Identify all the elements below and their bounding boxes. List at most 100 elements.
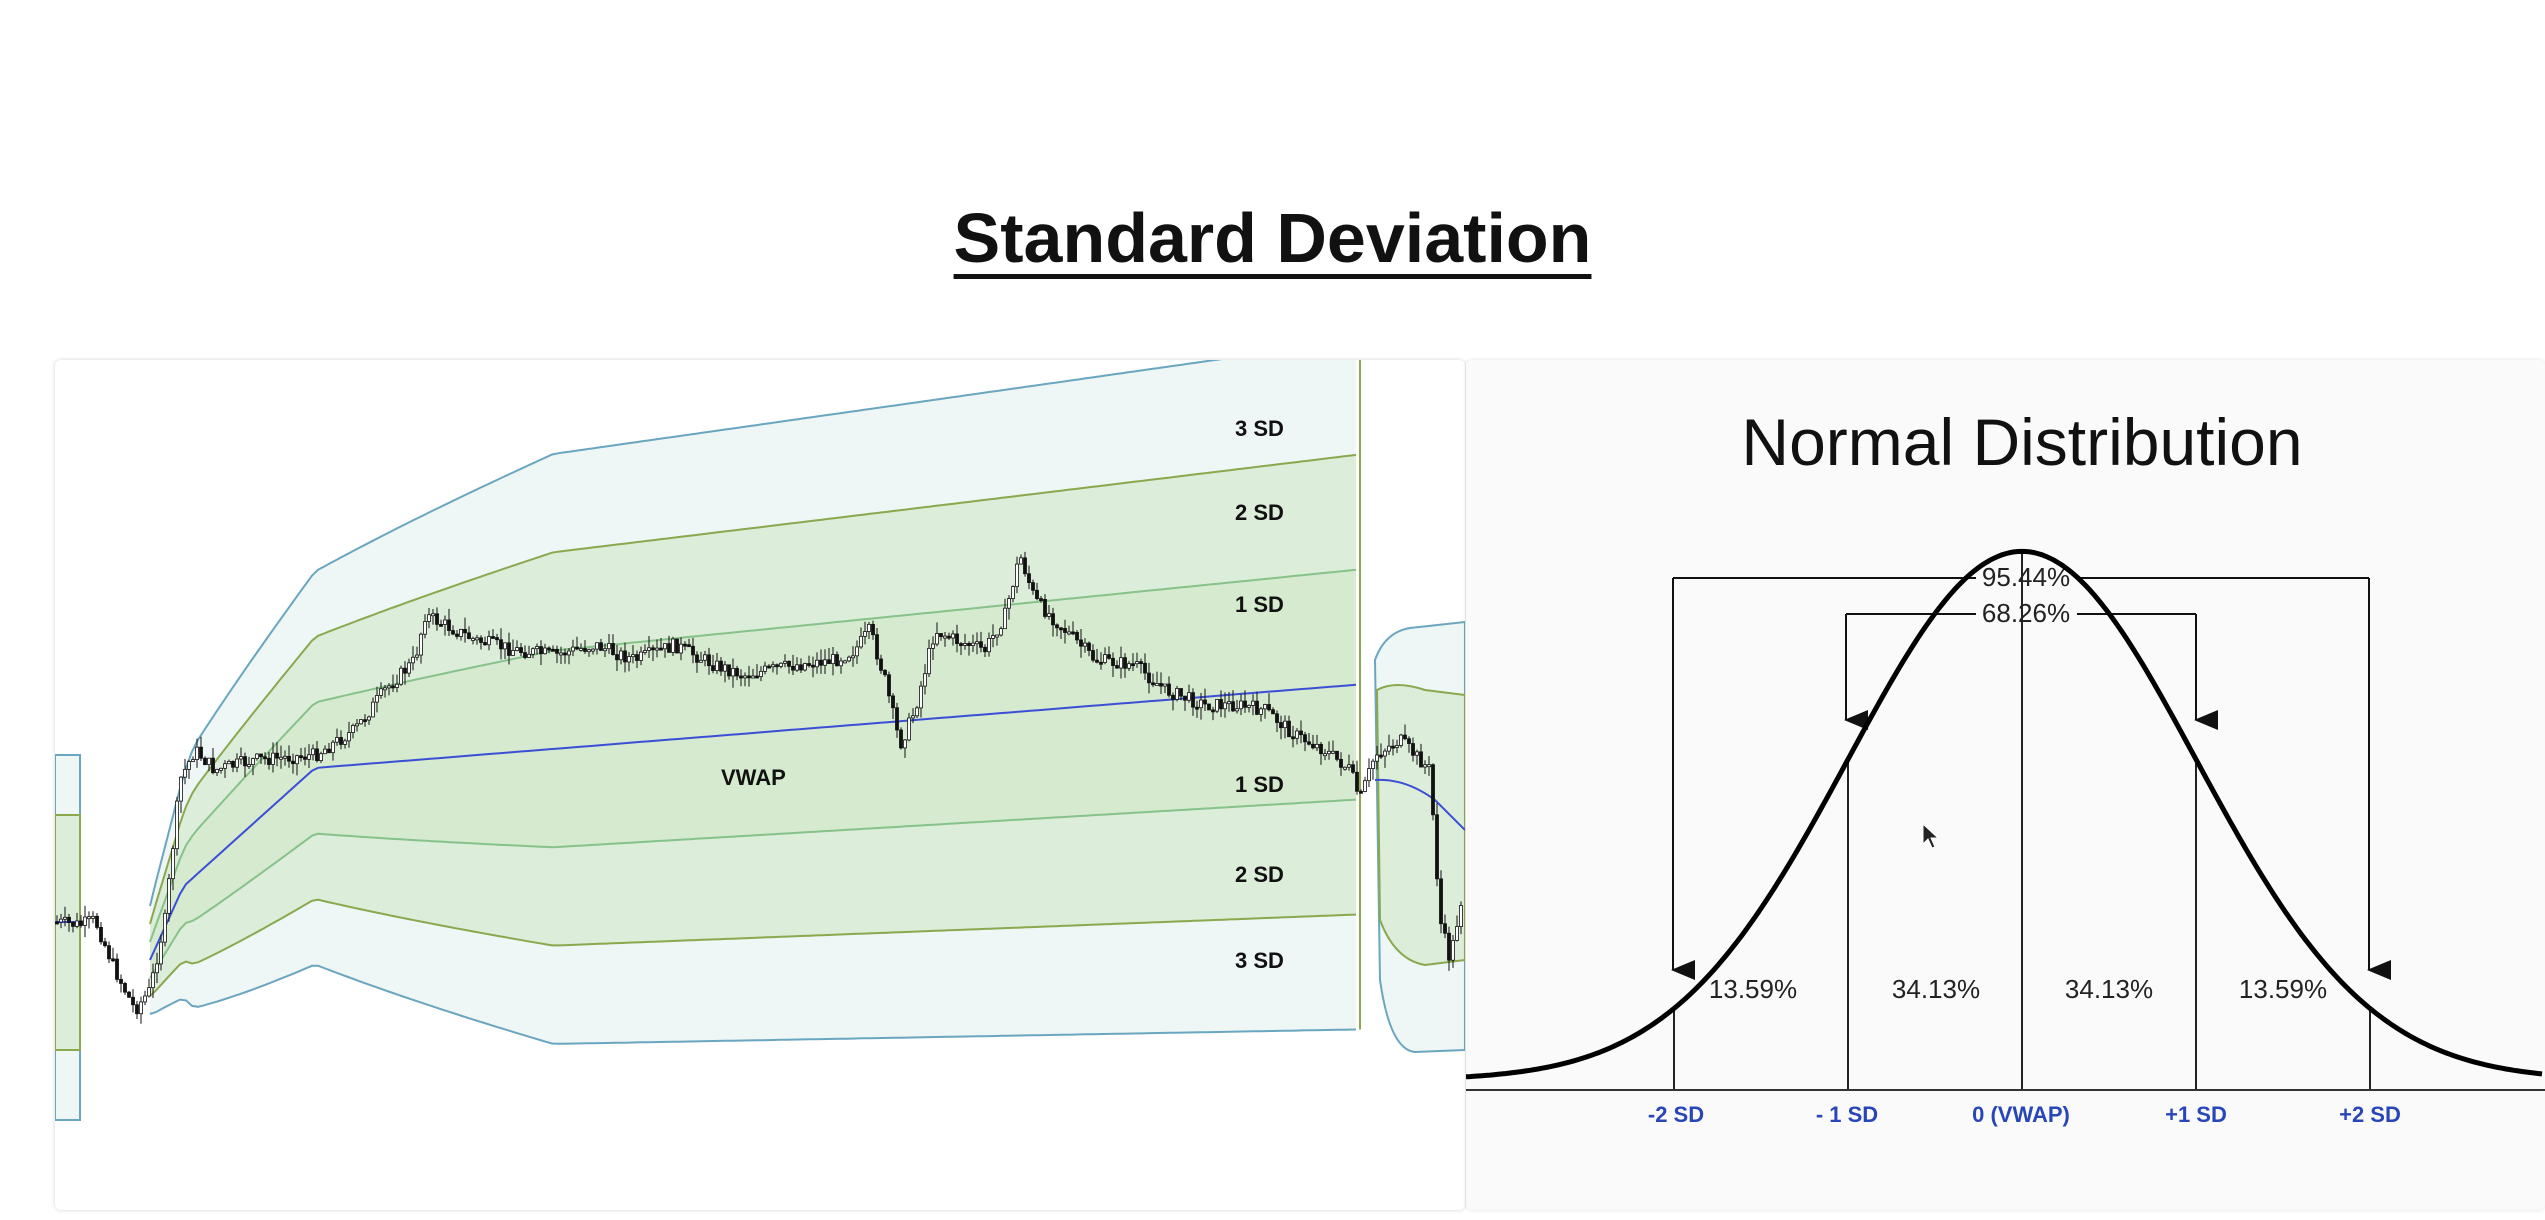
candlestick [587,648,591,657]
candlestick [879,654,883,674]
candlestick [187,760,191,779]
axis-label-minus-1sd: - 1 SD [1816,1102,1878,1127]
candlestick [911,708,915,724]
candlestick [75,912,79,929]
candlestick [963,633,967,650]
candlestick [1083,638,1087,653]
candlestick [875,628,879,666]
candlestick [807,655,811,668]
candlestick [243,752,247,778]
candlestick [515,640,519,652]
candlestick [687,638,691,648]
candlestick [151,963,155,998]
candlestick [255,753,259,761]
candlestick [863,621,867,645]
candlestick [287,745,291,768]
candlestick [967,641,971,656]
candlestick [847,655,851,663]
candlestick [815,652,819,674]
candlestick [463,617,467,643]
candlestick [1247,704,1251,713]
candlestick [903,738,907,758]
candlestick [1159,672,1163,695]
candlestick [179,776,183,813]
candlestick [143,990,147,1006]
candlestick [1183,695,1187,711]
candlestick [635,650,639,669]
candlestick [363,714,367,727]
candlestick [739,669,743,687]
candlestick [79,915,83,928]
candlestick [1135,652,1139,668]
candlestick [1167,676,1171,698]
candlestick [111,947,115,962]
candlestick [1283,715,1287,739]
candlestick [579,643,583,652]
candlestick [615,644,619,671]
candlestick [107,941,111,964]
page-title: Standard Deviation [0,198,2545,278]
candlestick [263,752,267,765]
candlestick [1015,556,1019,594]
candlestick [1075,630,1079,644]
candlestick [1255,691,1259,716]
candlestick [1415,749,1419,765]
candlestick [791,654,795,676]
candlestick [211,748,215,775]
candlestick [339,730,343,750]
candlestick [507,632,511,665]
candlestick [727,664,731,680]
vwap-bands-chart: 3 SD 2 SD 1 SD VWAP 1 SD 2 SD 3 SD [55,360,1465,1121]
candlestick [295,754,299,776]
candlestick [491,629,495,639]
candlestick [859,627,863,649]
candlestick [275,742,279,767]
candlestick [1391,739,1395,756]
candlestick [747,665,751,687]
axis-label-minus-2sd: -2 SD [1648,1102,1704,1127]
candlestick [1351,760,1355,775]
candlestick [487,630,491,651]
candlestick [223,760,227,778]
candlestick [1259,706,1263,722]
candlestick [1139,658,1143,674]
candlestick [319,751,323,764]
candlestick [763,661,767,675]
candlestick [927,639,931,677]
candlestick [1047,604,1051,620]
candlestick [1379,743,1383,759]
candlestick [467,626,471,640]
next-session-vwap [1374,778,1465,831]
candlestick [883,668,887,677]
candlestick [895,702,899,738]
normal-distribution-panel: Normal Distribution 95.44% 68.26% 13.59%… [1466,360,2545,1210]
candlestick [251,757,255,776]
candlestick [999,626,1003,637]
candlestick [347,721,351,748]
candlestick [1323,748,1327,761]
candlestick [1227,691,1231,712]
candlestick [563,648,567,664]
candlestick [1311,734,1315,750]
candlestick [167,873,171,922]
candlestick [571,639,575,657]
candlestick [1331,740,1335,755]
sd-vertical-lines [1673,551,2371,1090]
lower-2sd-line [149,898,1357,997]
candlestick [1267,693,1271,712]
candlestick [191,756,195,762]
candlestick [779,662,783,669]
candlestick [1123,653,1127,678]
candlestick [511,639,515,656]
candlestick [599,638,603,651]
candlestick [1319,741,1323,765]
candlestick [1067,625,1071,636]
region-label-minus2-minus1: 13.59% [1709,974,1797,1004]
candlestick [1387,734,1391,756]
candlestick [831,646,835,676]
candlestick [451,625,455,636]
candlestick [1419,743,1423,768]
candlestick [1443,914,1447,939]
candlestick [683,641,687,651]
candlestick [291,753,295,774]
